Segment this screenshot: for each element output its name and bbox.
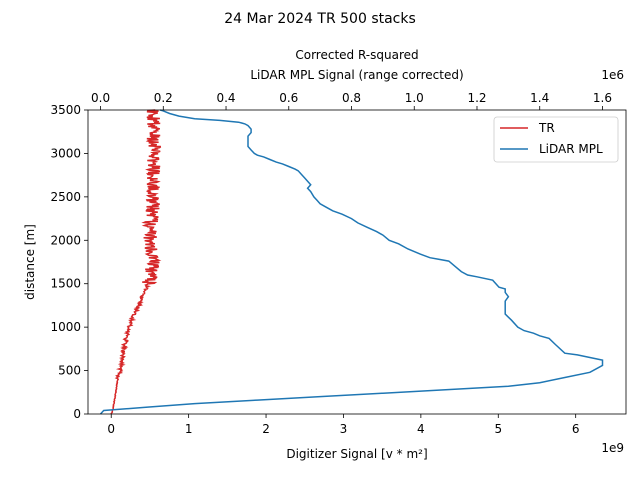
top-tick-label: 0.4 [216,91,235,105]
series-lidar-line [99,109,604,415]
legend: TR LiDAR MPL [493,116,619,163]
top-tick-label: 1.2 [467,91,486,105]
y-tick-label: 3000 [50,146,81,160]
series-layer [99,109,604,415]
top-tick-label: 1.4 [530,91,549,105]
top-tick-label: 1.0 [405,91,424,105]
y-axis-label: distance [m] [23,224,37,300]
bottom-tick-label: 1 [185,422,193,436]
top-axis-label: LiDAR MPL Signal (range corrected) [250,68,463,82]
series-tr-line [110,109,162,414]
top-tick-label: 0.2 [154,91,173,105]
plot-frame [87,109,627,415]
y-tick-label: 1500 [50,277,81,291]
chart-title: 24 Mar 2024 TR 500 stacks [224,11,416,27]
tick-layer: 0 500 1000 1500 2000 2500 3000 3500 0 1 2 3 4 5 6 0.0 0.… [50,91,612,436]
y-tick-label: 0 [73,407,81,421]
bottom-tick-label: 2 [262,422,270,436]
bottom-tick-label: 0 [107,422,115,436]
bottom-tick-label: 3 [340,422,348,436]
y-tick-label: 2500 [50,190,81,204]
top-tick-label: 0.0 [91,91,110,105]
y-tick-label: 500 [58,364,81,378]
top-axis-offset: 1e6 [601,68,624,82]
bottom-axis-offset: 1e9 [601,441,624,455]
y-tick-label: 1000 [50,320,81,334]
bottom-tick-label: 4 [417,422,425,436]
top-tick-label: 0.6 [279,91,298,105]
bottom-tick-label: 5 [494,422,502,436]
top-tick-label: 0.8 [342,91,361,105]
legend-label-tr: TR [538,121,555,135]
top-axis-title: Corrected R-squared [295,48,418,62]
bottom-tick-label: 6 [572,422,580,436]
top-tick-label: 1.6 [593,91,612,105]
y-tick-label: 2000 [50,233,81,247]
y-tick-label: 3500 [50,103,81,117]
bottom-axis-label: Digitizer Signal [v * m²] [286,447,427,461]
legend-label-lidar: LiDAR MPL [539,142,603,156]
